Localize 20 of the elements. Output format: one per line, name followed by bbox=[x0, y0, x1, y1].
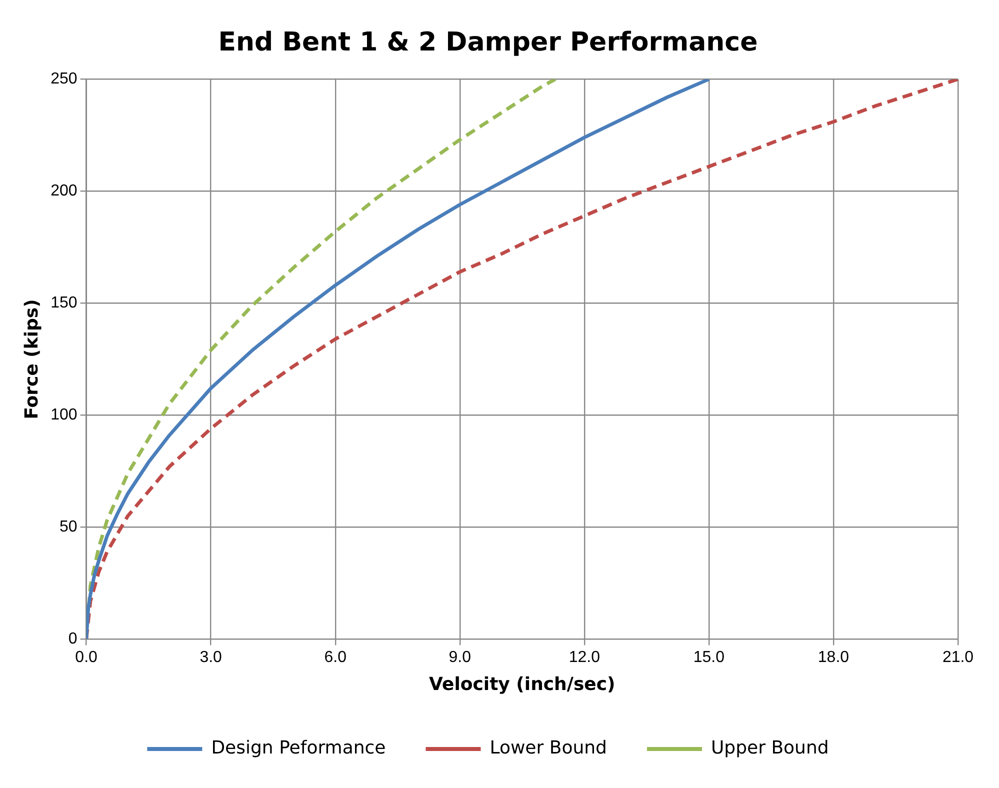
y-tick-label: 50 bbox=[60, 518, 78, 536]
y-tick-label: 200 bbox=[50, 182, 78, 200]
legend-label: Design Peformance bbox=[211, 738, 386, 759]
y-tick-label: 150 bbox=[50, 294, 78, 312]
y-tick-label: 0 bbox=[68, 630, 78, 648]
x-tick-label: 3.0 bbox=[200, 649, 222, 666]
legend-label: Lower Bound bbox=[490, 738, 607, 759]
x-tick-label: 12.0 bbox=[568, 649, 600, 666]
x-tick-label: 9.0 bbox=[448, 649, 472, 666]
x-axis-title: Velocity (inch/sec) bbox=[429, 674, 616, 695]
chart-title: End Bent 1 & 2 Damper Performance bbox=[218, 27, 758, 58]
x-tick-label: 18.0 bbox=[818, 649, 850, 666]
y-axis-title: Force (kips) bbox=[21, 299, 42, 420]
x-tick-label: 6.0 bbox=[324, 649, 347, 666]
y-tick-label: 100 bbox=[50, 406, 78, 424]
x-tick-label: 21.0 bbox=[942, 649, 974, 666]
y-tick-label: 250 bbox=[50, 70, 78, 88]
x-tick-label: 0.0 bbox=[75, 649, 98, 666]
x-tick-label: 15.0 bbox=[693, 649, 725, 666]
legend-label: Upper Bound bbox=[710, 738, 829, 759]
